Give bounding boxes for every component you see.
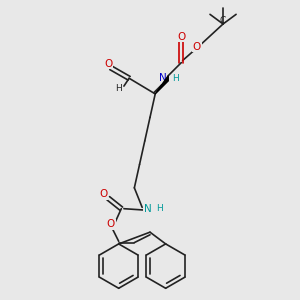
Text: H: H [115, 84, 122, 93]
Text: N: N [143, 204, 151, 214]
Polygon shape [155, 76, 168, 94]
Text: O: O [193, 42, 201, 52]
Text: H: H [157, 204, 163, 213]
Text: O: O [99, 189, 107, 199]
Text: O: O [104, 59, 112, 69]
Text: O: O [107, 219, 115, 229]
Text: N: N [159, 73, 167, 83]
Text: H: H [172, 74, 179, 83]
Text: O: O [177, 32, 185, 41]
Text: C: C [220, 16, 226, 26]
